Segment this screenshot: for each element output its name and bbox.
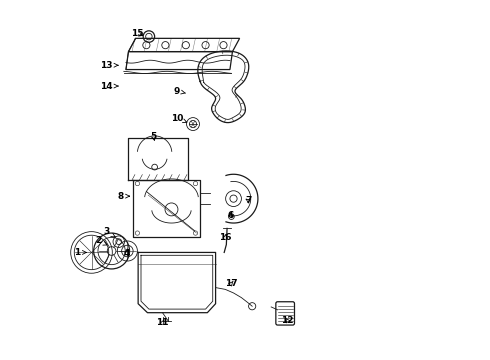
Text: 1: 1: [74, 248, 86, 257]
Text: 4: 4: [123, 249, 130, 258]
Text: 12: 12: [281, 316, 294, 325]
Text: 8: 8: [117, 192, 129, 201]
Text: 13: 13: [99, 61, 118, 70]
Text: 7: 7: [245, 196, 252, 205]
Text: 6: 6: [227, 211, 234, 220]
Text: 2: 2: [95, 237, 107, 246]
Text: 17: 17: [225, 279, 238, 288]
Text: 11: 11: [156, 318, 169, 327]
Text: 14: 14: [99, 82, 118, 91]
Text: 15: 15: [131, 29, 144, 38]
Text: 5: 5: [150, 132, 157, 141]
Text: 10: 10: [171, 114, 187, 123]
Text: 3: 3: [104, 228, 115, 237]
Text: 9: 9: [173, 86, 186, 95]
Text: 16: 16: [219, 233, 232, 242]
